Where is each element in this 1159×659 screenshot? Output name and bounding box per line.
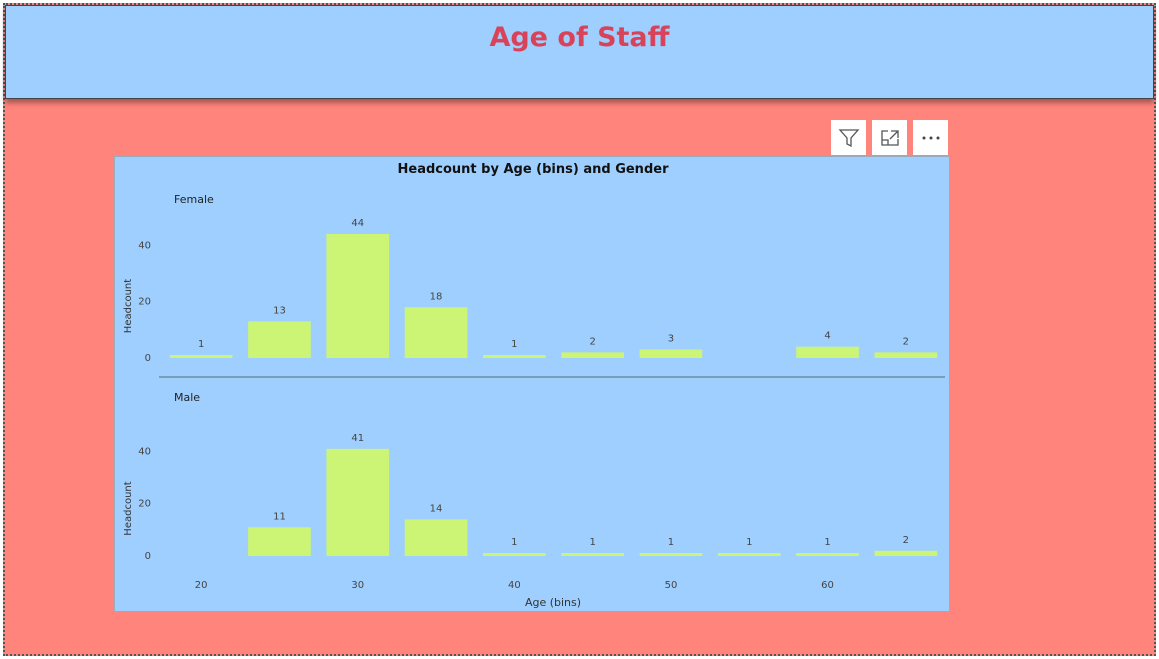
y-axis-title: Headcount — [123, 279, 134, 333]
chart-title: Headcount by Age (bins) and Gender — [398, 162, 670, 177]
headcount-chart: Headcount by Age (bins) and Gender Age (… — [123, 162, 945, 609]
data-label: 1 — [824, 537, 830, 548]
filter-button[interactable] — [831, 120, 866, 155]
panel-label-male: Male — [174, 391, 200, 404]
y-tick-label: 40 — [138, 446, 151, 457]
x-axis-title: Age (bins) — [525, 596, 581, 609]
bar-female-20 — [169, 355, 233, 358]
data-label: 1 — [746, 537, 752, 548]
bar-male-65 — [874, 550, 938, 556]
data-label: 44 — [351, 218, 364, 229]
data-label: 1 — [668, 537, 674, 548]
visual-header-toolbar — [831, 120, 948, 155]
more-options-icon — [922, 136, 939, 139]
y-tick-label: 0 — [145, 353, 151, 364]
data-label: 1 — [511, 537, 517, 548]
focus-mode-button[interactable] — [872, 120, 907, 155]
page-title: Age of Staff — [489, 22, 670, 53]
bar-female-50 — [639, 349, 703, 358]
x-tick-label: 20 — [195, 580, 208, 591]
bar-male-60 — [796, 553, 859, 556]
data-label: 2 — [903, 535, 909, 546]
bar-male-30 — [326, 448, 390, 556]
x-tick-label: 60 — [821, 580, 834, 591]
filter-icon — [838, 128, 859, 147]
x-tick-label: 50 — [665, 580, 678, 591]
bar-male-45 — [561, 553, 624, 556]
data-label: 11 — [273, 511, 286, 522]
bar-male-55 — [717, 553, 781, 556]
bar-female-40 — [483, 355, 546, 358]
headcount-chart-visual[interactable]: Headcount by Age (bins) and Gender Age (… — [114, 156, 950, 612]
y-tick-label: 20 — [138, 499, 151, 510]
bar-female-35 — [404, 307, 468, 358]
bar-female-30 — [326, 234, 390, 358]
bar-female-45 — [561, 352, 624, 358]
y-tick-label: 0 — [145, 551, 151, 562]
data-label: 2 — [589, 336, 595, 347]
more-options-button[interactable] — [913, 120, 948, 155]
data-label: 14 — [430, 503, 443, 514]
title-banner: Age of Staff — [5, 5, 1154, 99]
y-axis-title: Headcount — [123, 481, 134, 535]
bar-male-25 — [248, 527, 311, 556]
bar-male-35 — [404, 519, 468, 556]
data-label: 1 — [589, 537, 595, 548]
bar-male-40 — [483, 553, 546, 556]
bar-male-50 — [639, 553, 703, 556]
panel-label-female: Female — [174, 193, 214, 206]
y-tick-label: 20 — [138, 297, 151, 308]
bar-female-60 — [796, 346, 859, 358]
x-tick-label: 30 — [351, 580, 364, 591]
data-label: 18 — [430, 291, 443, 302]
data-label: 1 — [511, 339, 517, 350]
x-tick-label: 40 — [508, 580, 521, 591]
data-label: 1 — [198, 339, 204, 350]
y-tick-label: 40 — [138, 240, 151, 251]
data-label: 13 — [273, 305, 286, 316]
focus-mode-icon — [880, 129, 899, 146]
data-label: 41 — [351, 433, 364, 444]
data-label: 3 — [668, 334, 674, 345]
bar-female-65 — [874, 352, 938, 358]
data-label: 4 — [824, 331, 830, 342]
data-label: 2 — [903, 336, 909, 347]
bar-female-25 — [248, 321, 311, 358]
